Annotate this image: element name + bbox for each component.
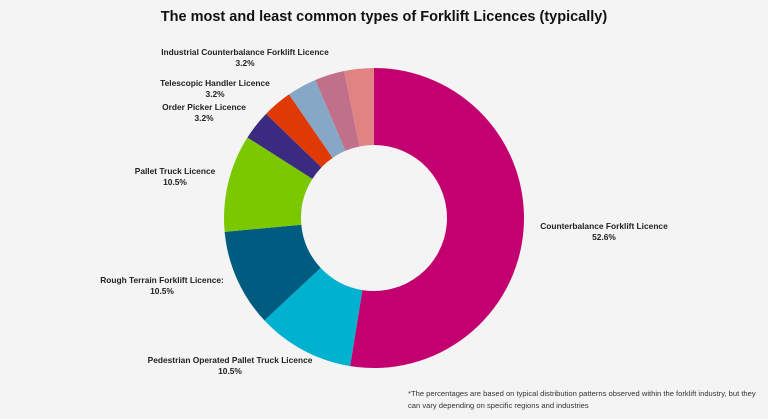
footnote: *The percentages are based on typical di…: [408, 389, 756, 410]
slice-value-4: 10.5%: [163, 177, 187, 187]
slice-9: [344, 68, 374, 147]
donut-slices: [224, 68, 524, 368]
slice-label-1: Counterbalance Forklift Licence: [540, 221, 668, 231]
slice-value-7: 3.2%: [205, 89, 225, 99]
slice-label-5: Order Picker Licence: [162, 102, 246, 112]
chart-title: The most and least common types of Forkl…: [160, 9, 608, 25]
slice-8: [315, 71, 360, 151]
slice-2: [264, 267, 363, 367]
slice-value-5: 3.2%: [194, 113, 214, 123]
slice-value-2: 10.5%: [218, 366, 242, 376]
slice-label-3: Rough Terrain Forklift Licence:: [100, 275, 224, 285]
slice-6: [266, 94, 333, 168]
slice-7: [288, 79, 346, 158]
slice-label-2: Pedestrian Operated Pallet Truck Licence: [148, 355, 313, 365]
slice-label-7: Telescopic Handler Licence: [160, 78, 270, 88]
slice-value-9: 3.2%: [235, 58, 255, 68]
slice-label-4: Pallet Truck Licence: [135, 166, 216, 176]
slice-5: [247, 113, 322, 179]
slice-value-3: 10.5%: [150, 286, 174, 296]
slice-3: [224, 224, 321, 321]
slice-4: [224, 137, 313, 232]
slice-1: [350, 68, 524, 368]
slice-label-9: Industrial Counterbalance Forklift Licen…: [161, 47, 329, 57]
slice-value-1: 52.6%: [592, 232, 616, 242]
